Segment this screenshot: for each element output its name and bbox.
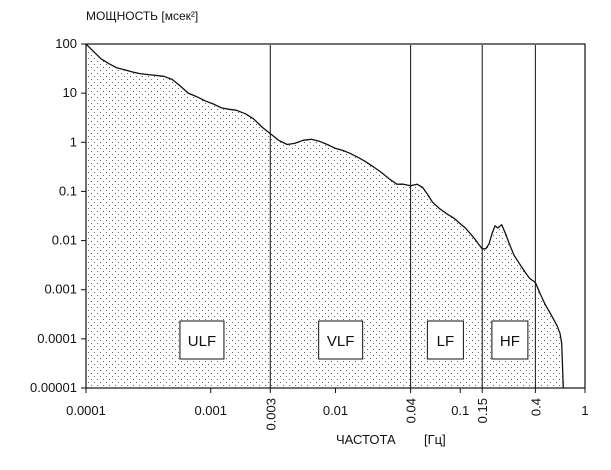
x-tick-label: 1 (581, 403, 588, 418)
x-tick-label: 0.01 (323, 403, 348, 418)
y-tick-label: 1 (70, 134, 77, 149)
y-tick-label: 0.0001 (37, 331, 77, 346)
x-tick-label: 0.1 (451, 403, 469, 418)
spectrum-area (86, 44, 564, 388)
y-tick-label: 10 (63, 85, 77, 100)
band-label-box (179, 320, 225, 360)
spectrum-line (85, 43, 564, 389)
x-axis-unit: [Гц] (424, 432, 446, 447)
y-tick-label: 0.001 (44, 282, 77, 297)
boundary-tick-label: 0.04 (404, 398, 419, 423)
y-axis-title: МОЩНОСТЬ [мсек²] (86, 9, 199, 23)
y-tick-label: 0.01 (52, 233, 77, 248)
y-tick-label: 100 (55, 36, 77, 51)
y-tick-label: 0.1 (59, 183, 77, 198)
band-label-box (318, 320, 364, 360)
band-label: ULF (188, 333, 216, 350)
band-label-box (491, 320, 529, 360)
band-label: LF (437, 333, 455, 350)
boundary-tick-label: 0.003 (263, 398, 278, 431)
x-tick-label: 0.001 (194, 403, 227, 418)
boundary-tick-label: 0.4 (528, 398, 543, 416)
band-label: VLF (327, 333, 355, 350)
band-label: HF (500, 333, 520, 350)
band-label-box (426, 320, 464, 360)
boundary-tick-label: 0.15 (475, 398, 490, 423)
x-tick-label: 0.0001 (66, 403, 106, 418)
x-axis-title: ЧАСТОТА (336, 432, 396, 447)
y-tick-label: 0.00001 (30, 380, 77, 395)
